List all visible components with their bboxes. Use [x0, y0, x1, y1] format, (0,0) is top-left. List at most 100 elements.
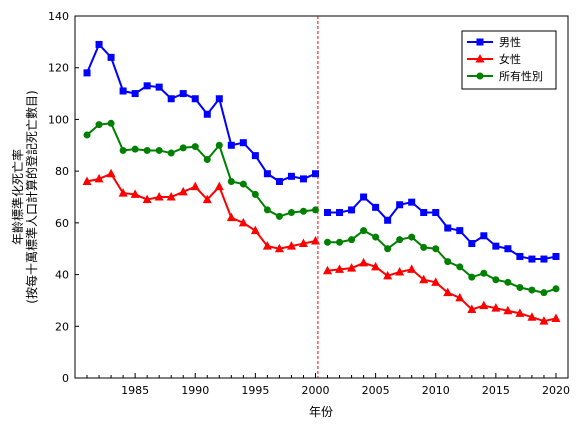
series-1-point [82, 176, 92, 185]
series-2-point [287, 209, 295, 217]
series-1-point [166, 192, 176, 201]
series-1-point [226, 212, 236, 222]
series-1-point [142, 194, 152, 204]
legend-swatch-marker [475, 54, 485, 63]
series-2-point [311, 206, 319, 214]
series-1-point [419, 274, 429, 284]
series-1-point [383, 270, 393, 280]
series-1-point [286, 241, 296, 250]
series-1-point [395, 266, 405, 276]
series-2-point [95, 121, 103, 129]
series-1-point [214, 181, 224, 191]
series-2-point [372, 233, 380, 241]
series-1 [82, 168, 561, 325]
series-2-point [504, 278, 512, 286]
series-2-point [227, 177, 235, 185]
legend-swatch-marker [476, 72, 484, 80]
series-1-point [323, 265, 333, 275]
y-tick-label: 60 [55, 217, 69, 230]
series-0-point [227, 141, 235, 149]
series-2-point [432, 245, 440, 253]
y-axis: 0 20 40 60 80 100 120 140 [48, 10, 79, 385]
series-0-point [528, 255, 536, 263]
x-tick-label: 1995 [241, 384, 269, 397]
series-0-point [107, 53, 115, 61]
series-1-point [347, 263, 357, 272]
series-1-point [503, 305, 513, 315]
series-2-point [516, 284, 524, 291]
legend-label: 女性 [499, 52, 521, 66]
series-1-point [190, 181, 200, 191]
legend-swatch-marker [476, 38, 484, 46]
series-0-point [95, 40, 103, 48]
series-2 [83, 119, 560, 297]
series-0-point [239, 139, 247, 147]
series-0-point [492, 242, 500, 250]
y-tick-label: 100 [48, 113, 69, 126]
y-tick-label: 20 [55, 320, 69, 333]
series-2-point [203, 156, 211, 164]
series-2-point [83, 131, 91, 139]
series-0-point [179, 90, 187, 98]
series-2-point [468, 273, 476, 281]
series-0-point [456, 227, 464, 235]
series-0-point [143, 82, 151, 90]
series-2-point [143, 146, 151, 154]
series-0-point [275, 177, 283, 185]
series-1-point [467, 304, 477, 313]
series-1-point [238, 217, 248, 227]
series-0-point [299, 175, 307, 183]
series-0-point [540, 255, 548, 263]
series-2-point [408, 233, 416, 241]
series-1-point [262, 241, 272, 250]
series-2-point [480, 269, 488, 277]
series-2-point [275, 212, 283, 220]
series-0-point [336, 209, 344, 217]
series-2-point [299, 207, 307, 215]
series-0-point [432, 209, 440, 217]
series-0-point [480, 232, 488, 240]
series-0-point [504, 245, 512, 253]
series-0-point [468, 240, 476, 248]
series-2-point [155, 146, 163, 154]
legend-label: 所有性別 [499, 69, 543, 83]
series-0-point [384, 216, 392, 224]
series-2-point [384, 245, 392, 253]
series-2-point [119, 146, 127, 154]
series-2-point [360, 227, 368, 235]
series-2-point [420, 243, 428, 251]
series-0-point [287, 172, 295, 180]
y-tick-label: 0 [62, 372, 69, 385]
series-0-point [516, 252, 524, 260]
x-tick-label: 2015 [482, 384, 510, 397]
series-0-point [372, 203, 380, 211]
series-2-point [444, 258, 452, 266]
series-2-point [107, 119, 115, 127]
series-1-point [298, 238, 308, 248]
series-2-point [336, 238, 344, 246]
series-2-point [396, 236, 404, 244]
series-1-point [491, 303, 501, 312]
series-2-point [167, 149, 175, 157]
x-tick-label: 2000 [301, 384, 329, 397]
series-0-point [408, 198, 416, 206]
series-1-point [250, 225, 260, 235]
series-2-point [456, 263, 464, 271]
series-1-point [335, 264, 345, 273]
series-0-point [191, 95, 199, 103]
series-2-point [540, 289, 548, 297]
series-1-point [551, 313, 561, 323]
series-1-point [539, 316, 549, 325]
series-1-point [130, 189, 140, 198]
series-1-point [118, 188, 128, 197]
y-axis-title: 年齡標準化死亡率 (按每十萬標準人口計算的登記死亡數目) [10, 90, 39, 303]
series-0-point [348, 206, 356, 214]
series-1-point [178, 186, 188, 196]
series-2-point [348, 236, 356, 244]
series-layer [82, 40, 561, 325]
series-1-point [479, 300, 489, 310]
series-2-point [492, 276, 500, 284]
series-2-point [215, 141, 223, 149]
series-2-point [191, 143, 199, 151]
